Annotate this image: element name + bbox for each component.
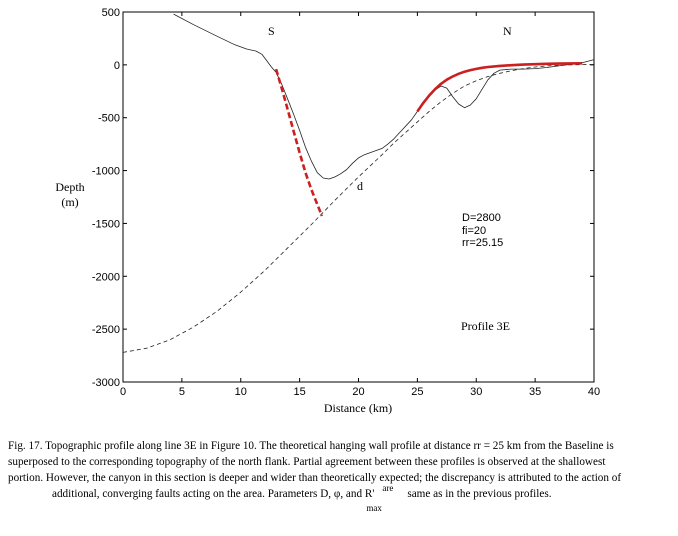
series-theoretical-profile <box>122 64 595 353</box>
x-tick-label: 20 <box>352 386 364 398</box>
depth-profile-chart: 0 5 10 15 20 25 30 35 40 500 0 -500 -1000 -1500 -2000 -… <box>55 7 600 415</box>
plot-frame <box>122 11 595 383</box>
series-group <box>122 13 595 353</box>
x-tick-label: 30 <box>470 386 482 398</box>
caption-line-3: portion. However, the canyon in this sec… <box>8 472 622 484</box>
x-tick-label: 40 <box>588 386 600 398</box>
series-hanging-wall-fit <box>416 62 583 113</box>
x-tick-label: 25 <box>411 386 423 398</box>
annotation-param-rr: rr=25.15 <box>462 237 503 249</box>
annotation-param-d: D=2800 <box>462 212 501 224</box>
x-tick-label: 0 <box>120 386 126 398</box>
annotation-profile-name: Profile 3E <box>461 319 510 333</box>
caption-subscript: max <box>366 503 382 513</box>
annotation-north: N <box>503 24 512 38</box>
y-tick-label: -2000 <box>92 271 120 283</box>
figure-caption: Fig. 17. Topographic profile along line … <box>8 438 668 513</box>
y-axis-label-unit: (m) <box>61 195 78 209</box>
caption-line-4-text: additional, converging faults acting on … <box>52 488 375 500</box>
y-tick-label: -2500 <box>92 324 120 336</box>
annotation-south: S <box>268 24 275 38</box>
annotation-param-fi: fi=20 <box>462 225 486 237</box>
y-tick-label: 0 <box>114 60 120 72</box>
x-tick-label: 5 <box>179 386 185 398</box>
caption-line-2: superposed to the corresponding topograp… <box>8 456 606 468</box>
plot-frame-rect <box>122 11 595 383</box>
series-fault-trace <box>274 68 324 217</box>
caption-tail: same as in the previous profiles. <box>407 488 552 500</box>
caption-line-4: additional, converging faults acting on … <box>8 483 668 513</box>
y-tick-label: 500 <box>102 7 120 19</box>
y-tick-label: -1000 <box>92 166 120 178</box>
x-axis-label: Distance (km) <box>324 401 392 415</box>
caption-superscript: are <box>382 483 394 493</box>
y-tick-label: -500 <box>98 113 120 125</box>
y-axis-label-depth: Depth <box>55 180 84 194</box>
y-tick-label: -1500 <box>92 218 120 230</box>
x-tick-label: 10 <box>235 386 247 398</box>
series-topography <box>173 13 595 180</box>
x-tick-label: 15 <box>294 386 306 398</box>
x-tick-label: 35 <box>529 386 541 398</box>
axis-ticks: 0 5 10 15 20 25 30 35 40 500 0 -500 -1000 -1500 -2000 -… <box>92 7 600 398</box>
caption-line-1: Fig. 17. Topographic profile along line … <box>8 440 614 452</box>
y-tick-label: -3000 <box>92 377 120 389</box>
annotation-d: d <box>357 179 363 193</box>
